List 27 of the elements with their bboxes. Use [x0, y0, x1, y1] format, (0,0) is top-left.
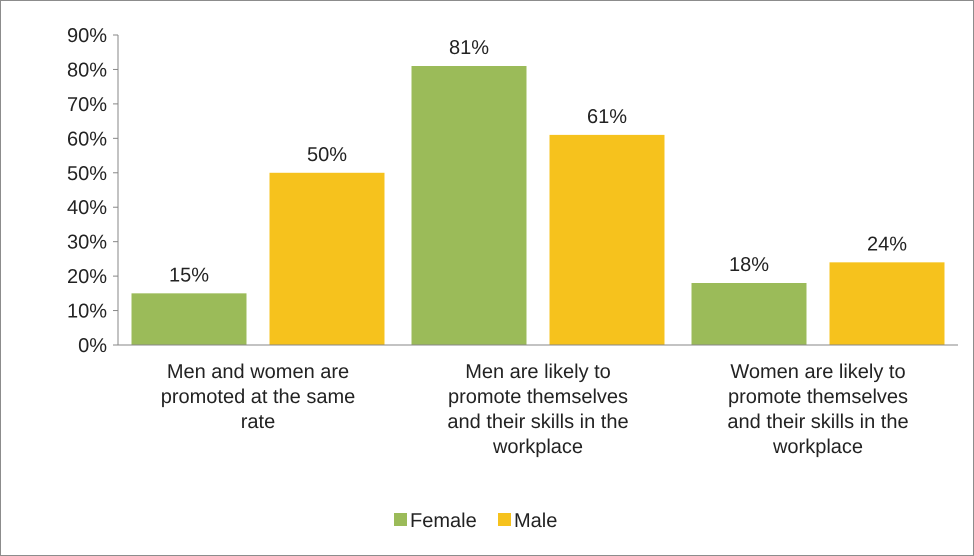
y-tick-label: 50% [66, 162, 108, 185]
bar [550, 134, 664, 345]
bar [692, 283, 806, 345]
legend-label: Male [514, 510, 558, 532]
y-tick-label: 90% [66, 25, 108, 47]
y-tick-label: 10% [66, 300, 108, 323]
x-tick-label: Women are likely to promote themselves and their skills in the workplace [727, 361, 909, 458]
y-tick-label: 70% [66, 94, 108, 116]
bar [412, 66, 526, 345]
data-label: 81% [448, 37, 490, 59]
data-label: 24% [866, 233, 908, 256]
y-tick-label: 30% [66, 232, 108, 254]
x-tick-label: Men are likely to promote themselves and their skills in the workplace [447, 361, 629, 458]
x-tick-label: Men and women are promoted at the same rate [160, 361, 356, 433]
data-label: 61% [586, 106, 628, 128]
bar [132, 293, 246, 345]
bar [830, 262, 944, 345]
data-label: 18% [728, 254, 770, 276]
y-tick-label: 40% [66, 197, 108, 220]
y-tick-label: 0% [78, 335, 108, 357]
bar [270, 172, 384, 345]
y-tick-label: 60% [66, 128, 108, 150]
data-label: 15% [168, 264, 210, 286]
legend-label: Female [410, 510, 477, 532]
data-label: 50% [306, 144, 348, 166]
y-tick-label: 80% [66, 59, 108, 82]
y-tick-label: 20% [66, 266, 108, 288]
